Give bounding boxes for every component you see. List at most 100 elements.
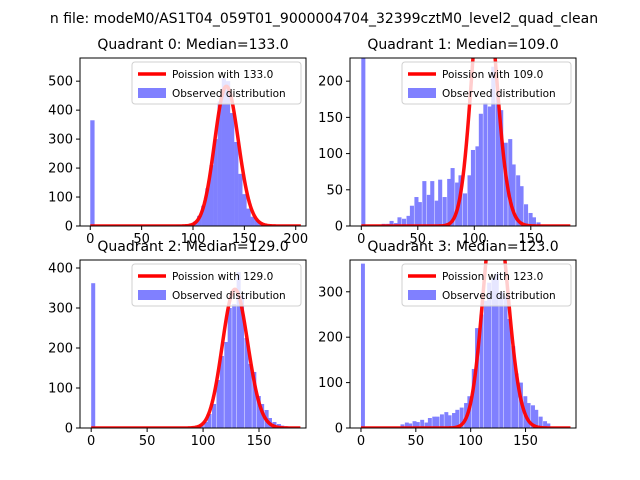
legend: Poission with 129.0 Observed distribution <box>131 263 302 307</box>
legend: Poission with 133.0 Observed distribution <box>131 61 302 105</box>
x-tick-label: 100 <box>181 232 206 247</box>
histogram-bar <box>524 204 529 226</box>
histogram-bar <box>209 165 214 226</box>
histogram-bar <box>519 186 524 226</box>
poisson-curve <box>360 58 571 226</box>
y-tick-label: 150 <box>318 111 343 126</box>
histogram-bar <box>499 291 504 428</box>
y-tick-label: 500 <box>48 75 73 90</box>
histogram-bar <box>415 422 420 428</box>
histogram-bar <box>254 220 259 226</box>
histogram-bar <box>452 413 456 428</box>
legend-box <box>131 61 302 105</box>
histogram-bar <box>491 66 496 226</box>
legend: Poission with 109.0 Observed distribution <box>401 61 572 105</box>
histogram-bar <box>389 220 394 226</box>
panel-title: Quadrant 1: Median=109.0 <box>367 37 558 53</box>
axes-frame <box>349 57 577 227</box>
histogram-bar <box>227 308 232 428</box>
y-tick-label: 200 <box>318 75 343 90</box>
plot-area <box>90 272 302 428</box>
histogram-bar <box>404 422 409 428</box>
panel-title: Quadrant 3: Median=123.0 <box>367 239 558 255</box>
legend-line-label: Poission with 129.0 <box>172 271 273 283</box>
histogram-bar <box>430 181 435 226</box>
x-tick-label: 0 <box>357 434 365 449</box>
histogram-bar <box>499 110 504 226</box>
histogram-bar <box>528 212 533 226</box>
histogram-bar <box>90 120 95 226</box>
histogram-bar <box>478 113 483 226</box>
poisson-curve <box>89 84 302 226</box>
x-tick-label: 50 <box>133 232 150 247</box>
histogram-bar <box>463 193 468 226</box>
histogram-bar <box>543 421 548 428</box>
histogram-bar <box>427 418 432 428</box>
histogram-bar <box>511 164 516 226</box>
y-tick-label: 200 <box>318 331 343 346</box>
histogram-bar <box>516 175 521 226</box>
histogram-bar <box>435 416 440 428</box>
histogram-bar <box>534 409 539 428</box>
histogram-bar <box>467 175 472 226</box>
panel-quadrant-1: 0 50 100 150 0 50 100 150 200 Poission with 109.0… <box>318 37 577 247</box>
histogram-bar <box>229 113 235 226</box>
histogram-bar <box>531 405 535 428</box>
x-tick-label: 150 <box>232 232 257 247</box>
legend-line-label: Poission with 109.0 <box>442 69 543 81</box>
legend: Poission with 123.0 Observed distribution <box>401 263 572 307</box>
histogram-bar <box>439 414 444 428</box>
y-tick-label: 0 <box>65 220 73 235</box>
panel-quadrant-2: 0 50 100 150 0 100 200 300 400 Poission with 129.… <box>48 239 307 449</box>
plot-area <box>89 78 302 226</box>
y-tick-label: 100 <box>48 382 73 397</box>
histogram-bar <box>197 215 202 226</box>
legend-bar-label: Observed distribution <box>442 290 556 302</box>
histogram-bar <box>426 194 431 226</box>
histogram-bar <box>239 296 245 428</box>
histogram-bar <box>417 202 422 226</box>
x-tick-label: 100 <box>458 434 483 449</box>
histogram-bar <box>252 372 257 428</box>
y-tick-label: 100 <box>318 147 343 162</box>
histogram-bar <box>444 412 449 428</box>
y-tick-label: 300 <box>48 302 73 317</box>
histogram-bar <box>487 106 492 226</box>
y-tick-label: 50 <box>326 183 343 198</box>
histogram-bar <box>447 178 452 226</box>
histogram-bar <box>205 188 210 226</box>
histogram-bar <box>424 422 429 428</box>
histogram-bar <box>221 78 227 226</box>
y-tick-label: 200 <box>48 342 73 357</box>
histogram-bar <box>242 194 247 226</box>
histogram-bar <box>91 283 96 428</box>
histogram-bar <box>204 422 209 428</box>
histogram-bar <box>503 296 508 428</box>
histogram-bar <box>511 346 516 428</box>
histogram-bar <box>506 319 511 428</box>
legend-box <box>401 263 572 307</box>
histogram-bar <box>420 419 425 428</box>
histogram-bar <box>432 416 437 428</box>
x-tick-label: 0 <box>87 434 95 449</box>
histogram-bar <box>438 179 443 226</box>
panel-title: Quadrant 0: Median=133.0 <box>97 37 288 53</box>
y-tick-label: 400 <box>48 262 73 277</box>
panel-quadrant-3: 0 50 100 150 0 100 200 300 Poission with 123.0 Ob… <box>318 239 577 449</box>
y-tick-label: 100 <box>48 191 73 206</box>
legend-line-label: Poission with 133.0 <box>172 69 273 81</box>
x-tick-label: 150 <box>518 232 543 247</box>
histogram-bar <box>224 342 229 428</box>
poisson-curve <box>90 287 302 428</box>
y-tick-label: 300 <box>48 133 73 148</box>
x-tick-label: 100 <box>191 434 216 449</box>
histogram-bar <box>400 424 405 428</box>
histogram-bar <box>216 380 221 428</box>
histogram-bar <box>483 102 488 226</box>
y-tick-label: 200 <box>48 162 73 177</box>
histogram-bar <box>201 205 206 226</box>
histogram-bar <box>479 314 484 428</box>
histogram-bar <box>470 149 475 226</box>
legend-bar-swatch <box>138 88 166 98</box>
histogram-bar <box>360 263 365 428</box>
